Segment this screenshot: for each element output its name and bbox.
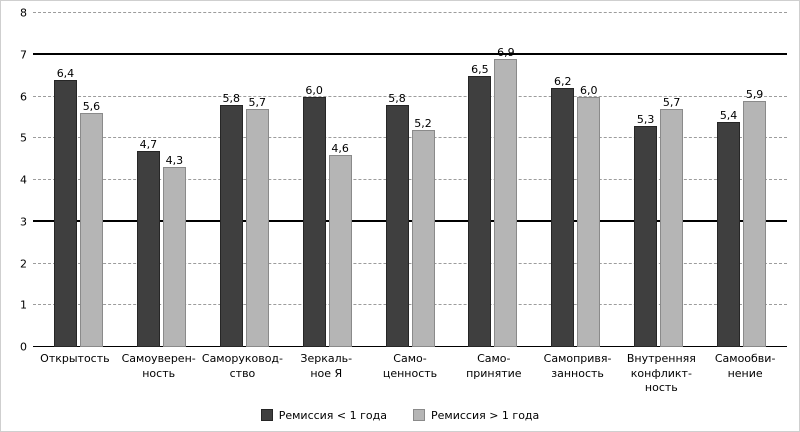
- value-label: 6,2: [554, 75, 572, 89]
- y-tick-label-2: 2: [20, 257, 27, 270]
- reference-line-3: [33, 219, 787, 222]
- bar-series2-4: 4,6: [328, 143, 352, 347]
- bar-group-2: 4,7 4,3: [120, 13, 203, 347]
- bar-group-4: 6,0 4,6: [286, 13, 369, 347]
- gridline-6: [33, 95, 787, 97]
- y-tick-label-7: 7: [20, 48, 27, 62]
- y-tick-label-3: 3: [20, 215, 27, 229]
- bar-series1-5: 5,8: [385, 93, 409, 347]
- bar-series1-2: 4,7: [136, 139, 160, 347]
- bar-series1-4: 6,0: [302, 85, 326, 347]
- value-label: 5,6: [82, 100, 101, 114]
- y-tick-label-4: 4: [20, 173, 27, 187]
- gridline-8: [33, 12, 787, 13]
- bar-group-1: 6,4 5,6: [37, 13, 120, 347]
- legend-item-1: Ремиссия < 1 года: [260, 408, 387, 422]
- bar-series2-9: 5,9: [743, 89, 767, 347]
- y-tick-label-8: 8: [20, 6, 27, 20]
- y-tick-label-5: 5: [20, 131, 27, 145]
- bar-series1-1: 6,4: [53, 68, 77, 347]
- gridline-4: [33, 179, 787, 180]
- legend: Ремиссия < 1 года Ремиссия > 1 года: [7, 405, 793, 425]
- y-tick-label-1: 1: [20, 298, 27, 312]
- bar-series2-1: 5,6: [79, 101, 103, 347]
- x-category-label-3: Саморуковод-ство: [201, 352, 283, 380]
- value-label: 5,7: [662, 96, 681, 110]
- x-category-label-4: Зеркаль-ное Я: [300, 352, 353, 380]
- value-label: 4,3: [165, 154, 184, 168]
- legend-label: Ремиссия < 1 года: [278, 408, 387, 422]
- gridline-5: [33, 137, 787, 139]
- bar-group-7: 6,2 6,0: [534, 13, 617, 347]
- value-label: 4,7: [139, 137, 158, 151]
- bar-group-8: 5,3 5,7: [617, 13, 700, 347]
- value-label: 5,4: [719, 108, 738, 122]
- x-category-label-7: Самопривя-занность: [543, 352, 612, 380]
- bar-series1-7: 6,2: [551, 76, 575, 347]
- x-category-label-2: Самоуверен-ность: [121, 352, 196, 380]
- bar-series2-2: 4,3: [162, 155, 186, 347]
- y-tick-label-6: 6: [20, 90, 27, 103]
- legend-item-2: Ремиссия > 1 года: [413, 409, 539, 422]
- legend-swatch-icon: [260, 409, 273, 421]
- value-label: 6,0: [580, 83, 598, 97]
- x-axis-labels: Открытость Самоуверен-ность Саморуковод-ст…: [33, 352, 787, 402]
- x-axis-line: [33, 346, 787, 347]
- bar-series2-6: 6,9: [494, 47, 518, 347]
- bar-series2-3: 5,7: [245, 97, 269, 347]
- bar-series1-6: 6,5: [468, 64, 492, 347]
- value-label: 6,4: [56, 66, 75, 80]
- bar-series2-8: 5,7: [660, 97, 684, 347]
- value-label: 5,8: [222, 91, 240, 105]
- value-label: 5,9: [745, 87, 764, 101]
- value-label: 5,2: [414, 116, 432, 130]
- value-label: 5,3: [636, 112, 655, 126]
- y-tick-label-0: 0: [20, 340, 27, 354]
- value-label: 4,6: [331, 141, 349, 155]
- gridline-2: [33, 262, 787, 264]
- x-category-label-6: Само-принятие: [466, 352, 522, 380]
- bar-group-5: 5,8 5,2: [369, 13, 452, 347]
- value-label: 5,7: [248, 96, 266, 110]
- bar-series2-7: 6,0: [577, 85, 601, 347]
- x-category-label-1: Открытость: [40, 352, 110, 365]
- bar-series2-5: 5,2: [411, 118, 435, 347]
- x-category-label-9: Самообви-нение: [714, 352, 776, 380]
- legend-label: Ремиссия > 1 года: [431, 408, 540, 422]
- bar-group-6: 6,5 6,9: [451, 13, 534, 347]
- bar-groups: 6,4 5,6 4,7 4,3 5,8 5,7 6,0 4,6 5,8 5,2 6,5 6,9 6,2 6…: [33, 13, 787, 347]
- x-category-label-5: Само-ценность: [382, 352, 438, 380]
- bar-group-3: 5,8 5,7: [203, 13, 286, 347]
- x-category-label-8: Внутренняя конфликт-ность: [626, 352, 696, 395]
- bar-group-9: 5,4 5,9: [700, 13, 783, 347]
- value-label: 5,8: [388, 91, 406, 105]
- gridline-1: [33, 304, 787, 306]
- bar-series1-8: 5,3: [634, 114, 658, 347]
- bar-series1-9: 5,4: [717, 110, 741, 347]
- value-label: 6,5: [471, 62, 489, 76]
- reference-line-7: [33, 52, 787, 55]
- legend-swatch-icon: [413, 409, 425, 421]
- value-label: 6,0: [305, 83, 323, 97]
- value-label: 6,9: [497, 45, 515, 59]
- plot-area: 0 1 2 3 4 5 6 7 8 6,4 5,6 4,7 4,3 5,8 5,7 6,0 4,6 5,8 5,2 6…: [20, 8, 787, 353]
- bar-series1-3: 5,8: [219, 93, 243, 347]
